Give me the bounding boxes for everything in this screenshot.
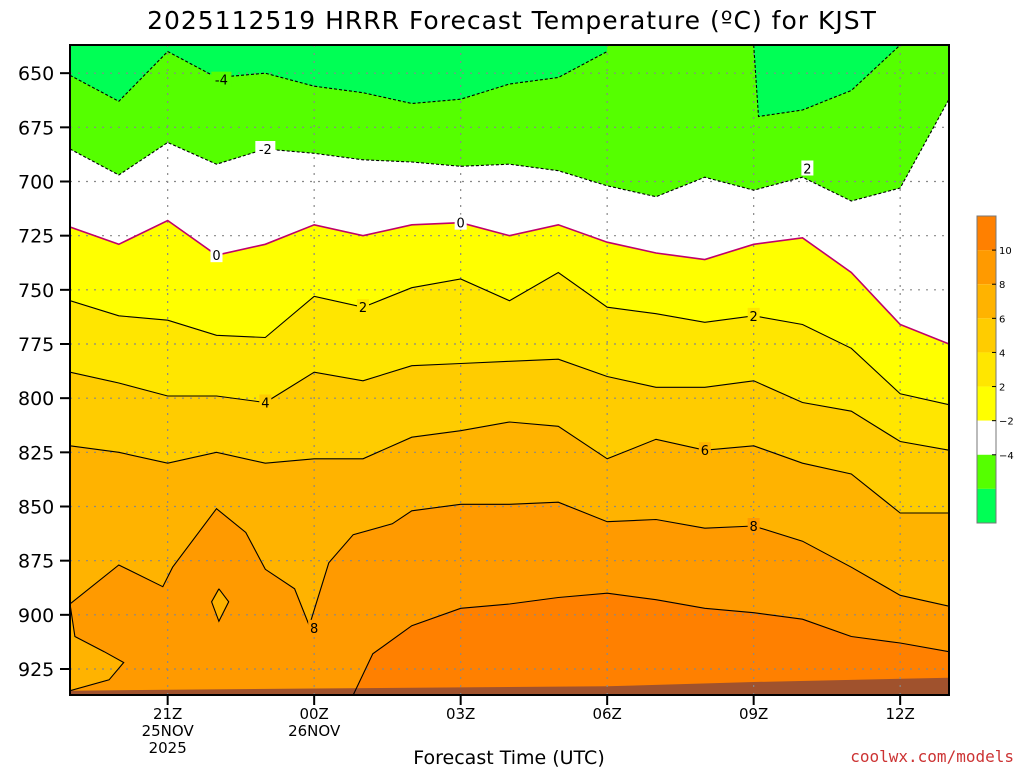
colorbar-label: −4 bbox=[999, 451, 1014, 462]
x-tick-label: 06Z bbox=[592, 705, 621, 723]
x-tick-label: 09Z bbox=[739, 705, 768, 723]
colorbar-swatch bbox=[977, 352, 996, 387]
colorbar-swatch bbox=[977, 284, 996, 319]
isotherm-2 bbox=[70, 271, 949, 406]
chart-title: 2025112519 HRRR Forecast Temperature (ºC… bbox=[147, 6, 877, 35]
band-minus4-minus2 bbox=[70, 45, 949, 201]
plot-area bbox=[70, 45, 949, 695]
contour-label-bg bbox=[255, 141, 276, 156]
contour-label: -2 bbox=[259, 143, 272, 158]
terrain-fill bbox=[70, 677, 949, 695]
colorbar-frame bbox=[976, 215, 997, 524]
colorbar-swatch bbox=[977, 386, 996, 421]
contour-label: 8 bbox=[310, 622, 318, 637]
colorbar-label: 8 bbox=[999, 280, 1005, 291]
contour-label-bg bbox=[801, 160, 814, 176]
contour-label-bg bbox=[698, 442, 711, 458]
colorbar-swatch bbox=[977, 216, 996, 251]
y-tick-label: 675 bbox=[18, 117, 54, 139]
y-tick-label: 750 bbox=[18, 280, 54, 302]
band-6-8-corner bbox=[70, 604, 124, 695]
x-tick-label: 12Z bbox=[885, 705, 914, 723]
colorbar-label: 10 bbox=[999, 246, 1012, 257]
contour-label-bg bbox=[357, 299, 369, 315]
y-tick-label: 700 bbox=[18, 172, 54, 194]
x-axis-label: Forecast Time (UTC) bbox=[413, 747, 604, 768]
isotherm-6 bbox=[70, 421, 949, 514]
colorbar-swatch bbox=[977, 420, 996, 455]
y-tick-label: 875 bbox=[18, 551, 54, 573]
x-tick-label: 03Z bbox=[446, 705, 475, 723]
isotherm-4 bbox=[70, 358, 949, 451]
contour-label-bg bbox=[747, 518, 760, 533]
band-0-2 bbox=[70, 220, 949, 405]
contour-label: 0 bbox=[457, 217, 465, 232]
x-tick-label: 21Z bbox=[153, 705, 182, 723]
x-tick-label: 26NOV bbox=[288, 722, 341, 740]
isotherm-minus4 bbox=[753, 45, 901, 118]
y-tick-label: 900 bbox=[18, 605, 54, 627]
x-tick-label: 25NOV bbox=[142, 722, 195, 740]
isotherm-10 bbox=[352, 592, 949, 695]
isotherm-8 bbox=[70, 501, 949, 692]
band-4-6 bbox=[70, 359, 949, 513]
colorbar-label: −2 bbox=[999, 417, 1014, 428]
colorbar-label: 6 bbox=[999, 314, 1005, 325]
contour-label-bg bbox=[747, 307, 760, 323]
y-tick-label: 925 bbox=[18, 659, 54, 681]
contour-label: 2 bbox=[803, 163, 811, 178]
contour-label: -4 bbox=[215, 74, 228, 89]
contour-label: 4 bbox=[261, 397, 269, 412]
isotherm-8 bbox=[210, 588, 230, 623]
x-tick-label: 00Z bbox=[299, 705, 328, 723]
colorbar-swatch bbox=[977, 488, 996, 523]
x-tick-label: 2025 bbox=[149, 739, 187, 757]
isotherm-labels: -4 -2 2 0 0 2 2 4 6 8 8 bbox=[210, 71, 814, 637]
y-tick-label: 850 bbox=[18, 497, 54, 519]
contour-label: 2 bbox=[750, 310, 758, 325]
colorbar-label: 2 bbox=[999, 383, 1005, 394]
band-minus2-0 bbox=[70, 45, 949, 344]
y-axis: 650 675 700 725 750 775 800 825 850 875 900 925 bbox=[18, 63, 70, 681]
contour-label-bg bbox=[454, 214, 467, 230]
contour-label-bg bbox=[308, 619, 321, 635]
colorbar-swatch bbox=[977, 454, 996, 489]
isotherm-lines bbox=[70, 45, 949, 695]
y-tick-label: 825 bbox=[18, 442, 54, 464]
colorbar-swatch bbox=[977, 250, 996, 285]
colorbar: 10 8 6 4 2 −2 −4 bbox=[976, 215, 1014, 524]
contour-label: 8 bbox=[750, 520, 758, 535]
contour-label-bg bbox=[210, 247, 223, 263]
y-tick-label: 800 bbox=[18, 388, 54, 410]
contour-label: 2 bbox=[359, 301, 367, 316]
y-tick-label: 725 bbox=[18, 226, 54, 248]
isotherm-minus4 bbox=[70, 50, 608, 105]
contour-label-bg bbox=[259, 394, 272, 410]
plot-frame bbox=[69, 44, 950, 696]
contour-label: 6 bbox=[701, 444, 709, 459]
contour-label: 0 bbox=[212, 249, 220, 264]
credit-text: coolwx.com/models bbox=[850, 747, 1014, 766]
contour-label-bg bbox=[211, 71, 232, 87]
isotherm-minus2 bbox=[70, 98, 949, 202]
y-tick-label: 775 bbox=[18, 334, 54, 356]
colorbar-swatch bbox=[977, 318, 996, 353]
colorbar-label: 4 bbox=[999, 348, 1005, 359]
y-tick-label: 650 bbox=[18, 63, 54, 85]
